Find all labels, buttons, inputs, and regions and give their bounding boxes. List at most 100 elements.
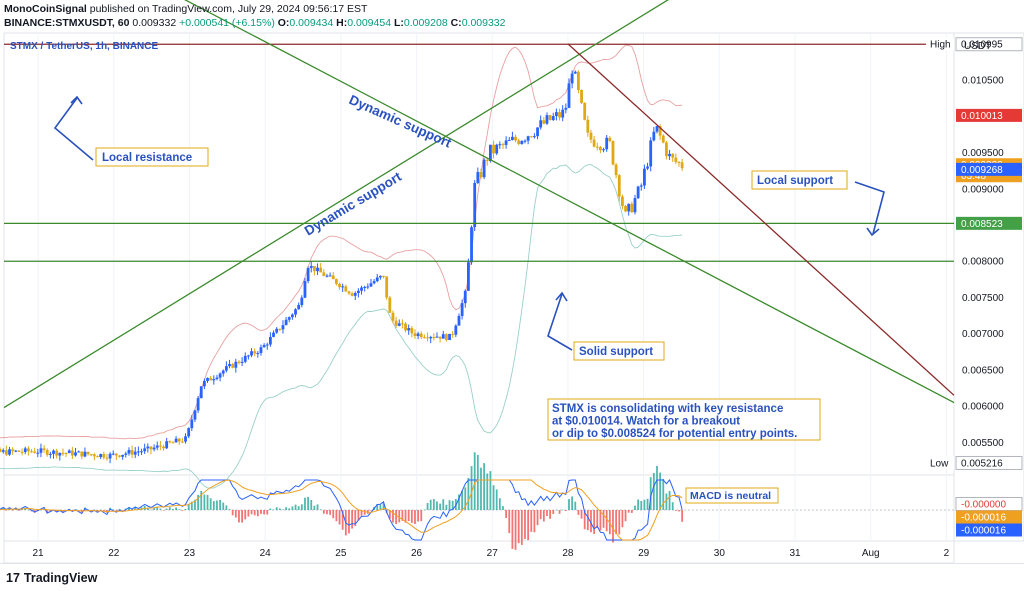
candle-body	[83, 451, 87, 457]
macd-histogram-bar	[558, 510, 561, 514]
macd-histogram-bar	[426, 503, 429, 510]
candle-body	[33, 451, 37, 453]
solid-support-arrowhead-icon	[555, 291, 568, 302]
macd-histogram-bar	[238, 510, 240, 523]
local-support-box	[751, 170, 848, 190]
candle-body	[372, 281, 376, 284]
candle-body	[391, 312, 395, 321]
candle-body	[608, 137, 612, 141]
macd-histogram-bar	[624, 510, 627, 522]
macd-histogram-bar	[187, 504, 190, 510]
macd-histogram-bar	[11, 510, 14, 511]
price-tag-support	[956, 216, 1022, 230]
candle-body	[561, 109, 565, 118]
candle-body	[284, 319, 288, 326]
candle-body	[602, 149, 605, 151]
candle-body	[228, 363, 231, 367]
x-tick-label: 21	[33, 548, 45, 559]
candle-body	[99, 454, 103, 458]
candle-body	[171, 442, 175, 444]
macd-histogram-bar	[200, 490, 203, 510]
candle-body	[482, 159, 486, 178]
high-label: H:	[336, 17, 348, 29]
candle-body	[256, 353, 260, 355]
macd-histogram-bar	[586, 510, 589, 531]
macd-histogram-bar	[184, 509, 187, 510]
author-name[interactable]: MonoCoinSignal	[4, 3, 87, 15]
open-label: O:	[277, 17, 290, 29]
macd-histogram-bar	[134, 507, 137, 510]
candle-body	[309, 266, 313, 268]
tradingview-logo[interactable]: 17 TradingView	[6, 571, 97, 585]
macd-histogram-bar	[410, 510, 413, 523]
macd-histogram-bar	[360, 510, 363, 516]
macd-histogram-bar	[590, 510, 592, 533]
candle-body	[45, 450, 49, 455]
published-text: published on TradingView.com, July 29, 2…	[89, 3, 368, 15]
macd-histogram-bar	[275, 507, 278, 510]
macd-tag	[956, 510, 1022, 524]
candle-body	[548, 115, 552, 121]
pane-title: STMX / TetherUS, 1h, BINANCE	[10, 41, 158, 52]
macd-histogram-bar	[414, 510, 416, 525]
candle-body	[206, 377, 209, 381]
time-axis[interactable]	[3, 540, 955, 563]
macd-histogram-bar	[495, 489, 498, 510]
candle-body	[441, 334, 445, 339]
candle-body	[473, 182, 477, 228]
macd-histogram-bar	[115, 510, 118, 511]
macd-histogram-bar	[401, 510, 404, 521]
candle-body	[297, 305, 301, 310]
macd-histogram-bar	[357, 510, 360, 521]
local-resistance-label: Local resistance	[102, 152, 192, 164]
candle-body	[58, 452, 62, 456]
candle-body	[102, 454, 106, 458]
macd-histogram-bar	[420, 510, 423, 522]
candle-body	[174, 438, 178, 443]
price-tag-low	[955, 455, 1023, 470]
solid-support-arrow-icon	[547, 293, 573, 351]
candle-body	[485, 159, 489, 161]
candle-body	[89, 454, 93, 456]
candle-body	[595, 146, 599, 148]
macd-histogram-bar	[458, 494, 460, 510]
macd-histogram-bar	[209, 498, 212, 510]
footer: 17 TradingView	[0, 563, 1024, 591]
macd-histogram-bar	[194, 499, 196, 510]
macd-histogram-bar	[33, 510, 36, 513]
macd-histogram-bar	[577, 510, 580, 515]
price-tag-value: 0.009268	[961, 165, 1003, 176]
candle-body	[514, 136, 517, 141]
candle-body	[671, 153, 675, 158]
candle-body	[253, 351, 257, 354]
macd-histogram-bar	[489, 471, 492, 510]
candle-body	[498, 144, 502, 146]
candle-body	[11, 449, 15, 452]
macd-histogram-bar	[498, 498, 501, 510]
candle-body	[614, 164, 618, 176]
macd-histogram-bar	[470, 466, 473, 510]
macd-histogram-bar	[285, 507, 288, 510]
price-tag-countdown: 03:48	[961, 171, 986, 182]
candle-body	[86, 451, 90, 455]
candle-body	[344, 286, 348, 292]
candle-body	[218, 373, 222, 378]
candle-body	[448, 333, 451, 341]
macd-histogram-bar	[99, 509, 102, 511]
macd-histogram-bar	[338, 510, 341, 525]
macd-histogram-bar	[178, 509, 181, 510]
low-label: L:	[393, 17, 404, 29]
macd-pane[interactable]	[3, 474, 955, 542]
macd-histogram-bar	[256, 510, 259, 517]
macd-histogram-bar	[530, 510, 533, 532]
candle-body	[611, 140, 615, 165]
candle-body	[4, 450, 8, 455]
symbol-label[interactable]: BINANCE:STMXUSDT, 60	[4, 17, 130, 29]
candle-body	[529, 136, 533, 138]
macd-histogram-bar	[300, 504, 303, 510]
candle-body	[555, 112, 558, 117]
macd-histogram-bar	[407, 510, 410, 522]
macd-histogram-bar	[539, 510, 542, 520]
candle-body	[463, 290, 467, 304]
candle-body	[212, 378, 216, 381]
